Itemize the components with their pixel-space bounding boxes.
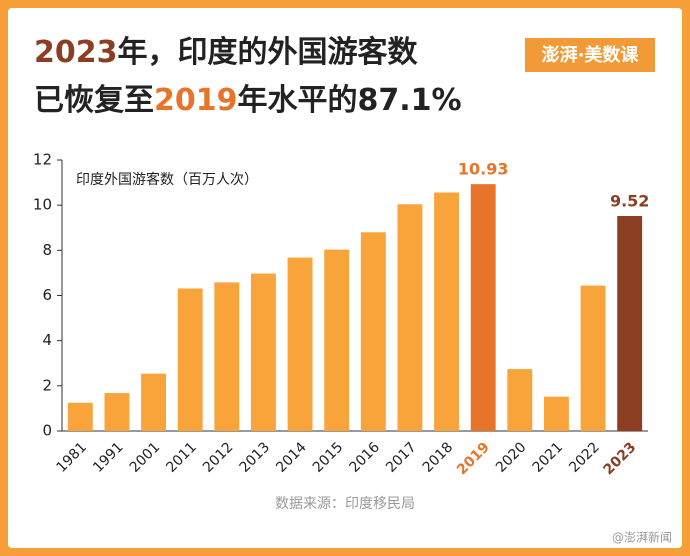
panel: 澎湃·美数课 印度外国游客数（百万人次） 数据来源：印度移民局 @澎湃新闻 20…: [8, 8, 682, 548]
logo-box: [525, 38, 655, 72]
x-tick-label: 2020: [493, 439, 530, 476]
x-tick-label: 2011: [163, 439, 200, 476]
x-tick-label: 2023: [600, 439, 639, 478]
x-tick-label: 1991: [90, 439, 127, 476]
x-tick-label: 2001: [127, 439, 164, 476]
x-tick-label: 1981: [53, 439, 90, 476]
watermark: @澎湃新闻: [612, 530, 672, 545]
y-tick-label: 6: [42, 286, 52, 304]
x-tick-label: 2019: [454, 439, 493, 478]
bar: [360, 232, 386, 431]
bar: [617, 216, 643, 431]
bar: [141, 373, 167, 431]
x-tick-label: 2013: [237, 439, 274, 476]
bar: [543, 396, 569, 431]
x-tick-label: 2012: [200, 439, 237, 476]
bar: [287, 257, 313, 431]
bar: [470, 184, 496, 431]
y-tick-label: 0: [42, 422, 52, 440]
x-tick-label: 2018: [420, 439, 457, 476]
title-part: 年，印度的外国游客数: [118, 35, 419, 70]
x-tick-label: 2017: [383, 439, 420, 476]
bar: [397, 204, 423, 431]
y-tick-label: 4: [42, 331, 52, 349]
bar: [324, 249, 350, 431]
source: 数据来源：印度移民局: [275, 496, 415, 512]
bar: [177, 288, 203, 431]
y-tick-label: 8: [42, 241, 52, 259]
chart-title: 已恢复至2019年水平的87.1%: [34, 83, 462, 118]
bar: [250, 273, 276, 431]
y-tick-label: 2: [42, 376, 52, 394]
chart: 澎湃·美数课 印度外国游客数（百万人次） 数据来源：印度移民局 @澎湃新闻 20…: [33, 35, 672, 545]
x-tick-label: 2014: [273, 439, 310, 476]
value-label: 10.93: [458, 160, 509, 179]
y-tick-label: 12: [33, 151, 52, 169]
title-part: 2023: [34, 35, 118, 70]
bar: [104, 393, 130, 431]
bar: [580, 285, 606, 431]
logo: 澎湃·美数课: [542, 44, 640, 66]
x-tick-label: 2022: [566, 439, 603, 476]
title-part: 年水平的87.1%: [238, 83, 462, 118]
value-label: 9.52: [610, 192, 649, 211]
bar: [507, 369, 533, 431]
bar: [434, 192, 460, 431]
x-tick-label: 2016: [346, 439, 383, 476]
y-axis-label: 印度外国游客数（百万人次）: [76, 171, 258, 188]
bar: [214, 282, 240, 431]
title-part: 2019: [154, 83, 238, 118]
x-tick-label: 2021: [530, 439, 567, 476]
x-tick-label: 2015: [310, 439, 347, 476]
bar: [67, 402, 93, 431]
title-part: 已恢复至: [34, 83, 154, 118]
y-tick-label: 10: [33, 196, 52, 214]
chart-title: 2023年，印度的外国游客数: [34, 35, 418, 70]
